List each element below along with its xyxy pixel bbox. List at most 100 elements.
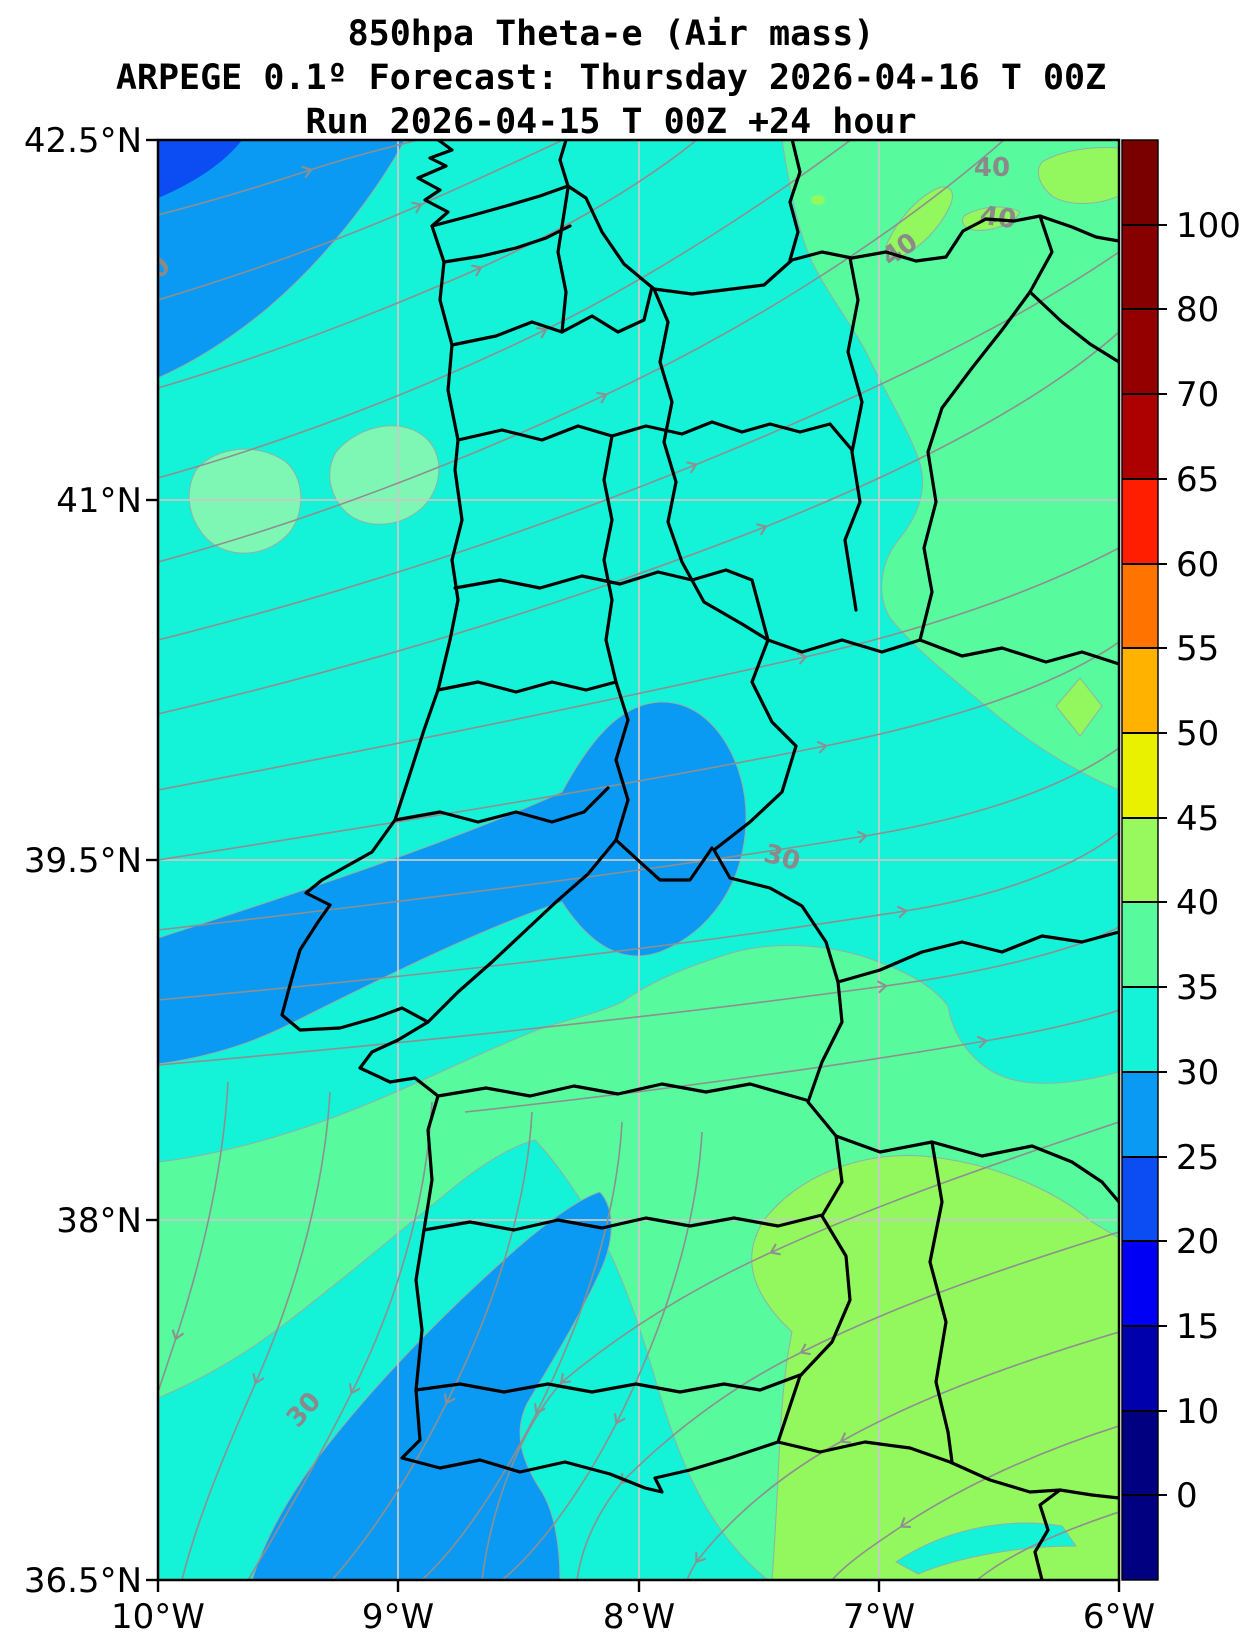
district-viseu-coimbra: [453, 568, 770, 642]
border-huelva-sevilla: [928, 1140, 954, 1464]
colorbar-tick-label: 25: [1176, 1138, 1219, 1178]
streamline: [158, 641, 1119, 861]
colorbar-tick-label: 35: [1176, 968, 1219, 1008]
contour-label: 40: [974, 153, 1010, 183]
streamline: [181, 1091, 331, 1580]
colorbar-tick-label: 30: [1176, 1053, 1219, 1093]
streamline: [158, 547, 1119, 791]
border-spain-vertical-a: [788, 140, 802, 262]
title-block: 850hpa Theta-e (Air mass) ARPEGE 0.1º Fo…: [0, 12, 1222, 144]
district-leiria-santarem: [393, 786, 610, 824]
border-portugal-spain-south: [712, 638, 852, 1444]
streamline: [158, 140, 565, 301]
streamline: [158, 251, 1119, 641]
fill-theta-40-45-east-diamond: [1055, 677, 1103, 737]
colorbar-segment: [1122, 564, 1158, 648]
colorbar-tick-label: 80: [1176, 290, 1219, 330]
streamline: [464, 1009, 1119, 1113]
x-tick-label: 8°W: [603, 1597, 675, 1637]
district-minho-trasosmontes: [556, 186, 570, 334]
title-line-1: 850hpa Theta-e (Air mass): [347, 14, 875, 54]
streamline: [158, 747, 1119, 931]
colorbar-tick-label: 40: [1176, 883, 1219, 923]
colorbar-segment: [1122, 733, 1158, 818]
fill-theta-20-25-corner: [158, 140, 242, 198]
border-spain-eastwest-mid: [766, 638, 1119, 666]
colorbar-tick-label: 55: [1176, 629, 1219, 669]
colorbar-segment: [1122, 1495, 1158, 1580]
streamline: [158, 1081, 229, 1393]
streamline: [481, 1121, 1119, 1580]
border-spain-eastwest-lower: [836, 930, 1119, 984]
colorbar-segment: [1122, 140, 1158, 225]
x-tick-label: 6°W: [1083, 1597, 1155, 1637]
y-tick-label: 42.5°N: [24, 121, 142, 161]
district-lisboa-santarem: [426, 838, 618, 1024]
colorbar-outline: [1121, 139, 1159, 1581]
district-coimbra-leiria: [436, 680, 618, 694]
colorbar-tick-label: 60: [1176, 545, 1219, 585]
y-tick-label: 39.5°N: [24, 841, 142, 881]
colorbar-segment: [1122, 1326, 1158, 1411]
district-viana-braga: [442, 224, 572, 264]
title-line-3: Run 2026-04-15 T 00Z +24 hour: [305, 102, 917, 142]
district-beja-algarve: [414, 1373, 802, 1394]
border-portugal-spain-upper: [652, 287, 770, 642]
streamline: [158, 831, 1119, 1001]
colorbar-tick-label: 10: [1176, 1392, 1219, 1432]
fill-palegreen-blob-west: [188, 448, 302, 554]
y-tick-label: 41°N: [56, 481, 142, 521]
streamline: [421, 1121, 623, 1580]
y-tick-label: 38°N: [56, 1201, 142, 1241]
colorbar-tick-label: 20: [1176, 1222, 1219, 1262]
map-canvas: 40 40 40 30 30 0: [158, 140, 1119, 1580]
district-setubal-evora: [436, 1082, 808, 1102]
district-braga-porto: [450, 285, 654, 347]
wind-streamlines: [158, 140, 1119, 1580]
contour-label: 40: [978, 201, 1018, 236]
streamline: [158, 140, 852, 479]
colorbar-tick-label: 50: [1176, 714, 1219, 754]
fill-theta-35-40-northeast: [781, 140, 1119, 791]
title-line-2: ARPEGE 0.1º Forecast: Thursday 2026-04-1…: [115, 58, 1107, 98]
coastline-branch-east: [1058, 1488, 1119, 1500]
colorbar-segment: [1122, 987, 1158, 1072]
streamline: [158, 140, 699, 389]
colorbar-segment: [1122, 309, 1158, 394]
colorbar-tick-label: 15: [1176, 1307, 1219, 1347]
border-spain-diagonal: [918, 214, 1054, 642]
streamline: [686, 1331, 1119, 1580]
colorbar-segment: [1122, 479, 1158, 564]
border-galicia-vertical: [558, 140, 570, 188]
streamline: [158, 140, 1006, 563]
colorbar-tick-label: 45: [1176, 799, 1219, 839]
colorbar-tick-label: 70: [1176, 375, 1219, 415]
colorbar-segment: [1122, 394, 1158, 479]
colorbar-segment: [1122, 225, 1158, 309]
x-tick-label: 7°W: [843, 1597, 915, 1637]
streamline: [831, 1425, 1119, 1580]
fill-theta-40-45-ne-patch-c: [1037, 147, 1119, 204]
colorbar-ticks: [1122, 224, 1167, 1496]
coastline-iberia: [280, 140, 1062, 1580]
colorbar-tick-label: 100: [1176, 206, 1241, 246]
fill-theta-40-45-speck: [811, 195, 825, 205]
streamline: [158, 140, 422, 216]
streamline: [158, 926, 1119, 1066]
colorbar-segment: [1122, 902, 1158, 987]
district-douro: [456, 420, 854, 452]
district-castelobranco-vertical: [602, 434, 714, 882]
border-extremadura-andalucia: [834, 1134, 1119, 1204]
colorbar: 100 80 70 65 60 55 50 45 40 35 30 25 20 …: [1121, 139, 1241, 1581]
district-evora-beja: [422, 1213, 824, 1232]
fill-cyan-coastal-wedge: [895, 1522, 1077, 1575]
y-tick-label: 36.5°N: [24, 1561, 142, 1601]
x-tick-label: 10°W: [111, 1597, 205, 1637]
streamline: [247, 1101, 433, 1580]
colorbar-segment: [1122, 1072, 1158, 1157]
colorbar-labels: 100 80 70 65 60 55 50 45 40 35 30 25 20 …: [1176, 206, 1241, 1516]
colorbar-tick-label: 0: [1176, 1476, 1198, 1516]
colorbar-segment: [1122, 1157, 1158, 1241]
colorbar-segment: [1122, 648, 1158, 733]
